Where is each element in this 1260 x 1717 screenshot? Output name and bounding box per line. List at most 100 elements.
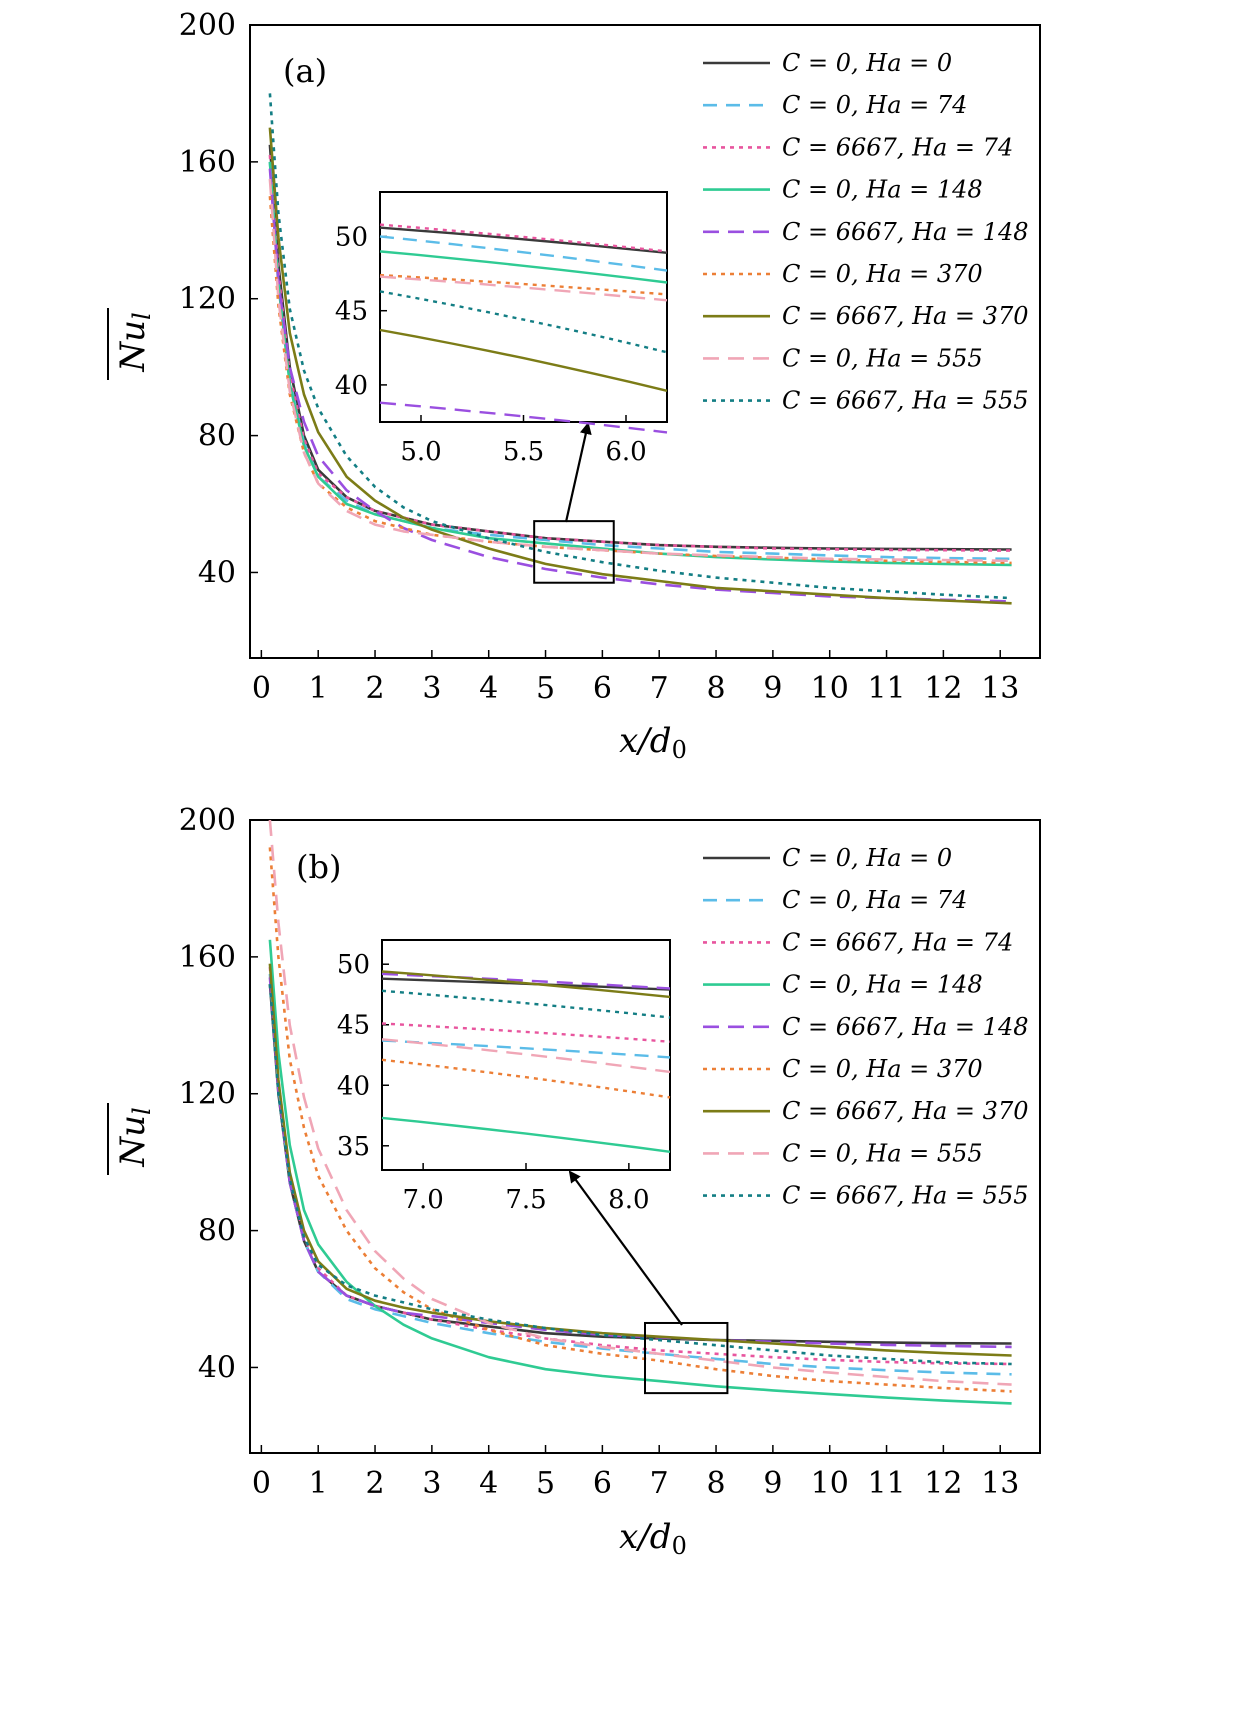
legend-entry: C = 6667, Ha = 555 <box>782 387 1028 415</box>
x-tick-label: 8 <box>706 1466 725 1501</box>
inset-x-tick-label: 6.0 <box>605 437 646 467</box>
y-tick-label: 200 <box>179 8 236 43</box>
inset: 5.0 5.5 6.0 40 45 50 <box>335 191 668 467</box>
inset-series-line <box>379 235 668 272</box>
x-tick-label: 7 <box>650 1466 669 1501</box>
x-tick-label: 3 <box>422 1466 441 1501</box>
legend-entry: C = 0, Ha = 148 <box>782 176 983 204</box>
x-tick-label: 11 <box>867 1466 905 1501</box>
legend-entry: C = 6667, Ha = 555 <box>782 1182 1028 1210</box>
x-tick-label: 10 <box>811 671 849 706</box>
x-tick-label: 11 <box>867 671 905 706</box>
legend-entry: C = 0, Ha = 0 <box>782 49 952 77</box>
x-tick-label: 4 <box>479 671 498 706</box>
x-tick-label: 8 <box>706 671 725 706</box>
inset-frame <box>379 191 668 423</box>
x-tick-label: 1 <box>309 1466 328 1501</box>
legend-entry: C = 0, Ha = 555 <box>782 344 983 372</box>
legend-entry: C = 0, Ha = 370 <box>782 260 983 288</box>
legend-entry: C = 0, Ha = 555 <box>782 1139 983 1167</box>
x-tick-label: 6 <box>593 671 612 706</box>
inset-series-line <box>381 1039 671 1059</box>
y-tick-label: 120 <box>179 282 236 317</box>
series-line <box>268 847 1012 1393</box>
y-axis-label-text: Nul <box>113 312 156 372</box>
inset-y-tick-label: 40 <box>335 371 368 401</box>
inset-series-line <box>379 226 668 254</box>
y-tick-label: 80 <box>198 419 236 454</box>
y-axis-label: Nul <box>107 308 156 380</box>
x-tick-label: 1 <box>309 671 328 706</box>
series-line <box>268 973 1012 1376</box>
inset-x-tick-label: 8.0 <box>608 1185 649 1215</box>
legend: C = 0, Ha = 0 C = 0, Ha = 74 C = 6667, Ha … <box>703 844 1028 1210</box>
inset-series-line <box>379 328 668 392</box>
inset-series-line <box>379 275 668 302</box>
x-tick-label: 10 <box>811 1466 849 1501</box>
inset-series-line <box>379 223 668 253</box>
series-line <box>268 939 1012 1405</box>
inset-series-line <box>379 250 668 284</box>
inset-series-line <box>381 1058 671 1099</box>
series-line <box>268 963 1012 1357</box>
x-tick-label: 9 <box>763 1466 782 1501</box>
series-group <box>268 820 1012 1405</box>
inset-series-line <box>379 273 668 296</box>
series-line <box>268 820 1012 1386</box>
y-tick-label: 120 <box>179 1077 236 1112</box>
legend-entry: C = 6667, Ha = 148 <box>782 218 1028 246</box>
x-tick-label: 12 <box>924 1466 962 1501</box>
series-line <box>268 154 1012 552</box>
zoom-arrow <box>564 422 592 523</box>
series-line <box>268 168 1012 603</box>
x-tick-label: 6 <box>593 1466 612 1501</box>
inset: 7.0 7.5 8.0 35 40 45 50 <box>337 939 671 1215</box>
x-axis-label: x/d0 <box>619 721 687 764</box>
x-tick-label: 2 <box>365 1466 384 1501</box>
y-axis-label: Nul <box>107 1103 156 1175</box>
zoom-arrow <box>568 1170 683 1326</box>
legend-entry: C = 0, Ha = 148 <box>782 971 983 999</box>
series-line <box>268 127 1012 605</box>
y-tick-label: 40 <box>198 1350 236 1385</box>
inset-y-tick-label: 45 <box>335 297 368 327</box>
x-tick-label: 0 <box>252 1466 271 1501</box>
inset-y-tick-label: 40 <box>337 1071 370 1101</box>
inset-series-line <box>381 1022 671 1043</box>
series-line <box>268 93 1012 600</box>
inset-series-line <box>381 1116 671 1153</box>
x-tick-label: 7 <box>650 671 669 706</box>
legend-entry: C = 0, Ha = 74 <box>782 886 967 914</box>
x-tick-label: 12 <box>924 671 962 706</box>
legend-entry: C = 6667, Ha = 74 <box>782 133 1013 161</box>
x-tick-label: 13 <box>981 1466 1019 1501</box>
legend-entry: C = 6667, Ha = 74 <box>782 928 1013 956</box>
series-group <box>268 93 1012 605</box>
panel-label: (b) <box>296 848 341 886</box>
legend-entry: C = 6667, Ha = 370 <box>782 302 1028 330</box>
x-tick-label: 0 <box>252 671 271 706</box>
x-tick-label: 2 <box>365 671 384 706</box>
panel-b: 0 1 2 3 4 5 6 7 8 9 10 11 12 134080120160200x/d0Nul(b… <box>107 803 1041 1560</box>
inset-series-line <box>379 401 668 434</box>
x-tick-label: 5 <box>536 1466 555 1501</box>
legend: C = 0, Ha = 0 C = 0, Ha = 74 C = 6667, Ha … <box>703 49 1028 415</box>
legend-entry: C = 0, Ha = 0 <box>782 844 952 872</box>
zoom-box <box>644 1321 729 1395</box>
inset-series-line <box>379 290 668 354</box>
inset-x-tick-label: 5.5 <box>503 437 544 467</box>
plot-frame <box>249 24 1041 659</box>
inset-y-tick-label: 35 <box>337 1132 370 1162</box>
x-tick-label: 13 <box>981 671 1019 706</box>
x-tick-label: 9 <box>763 671 782 706</box>
inset-y-tick-label: 50 <box>335 223 368 253</box>
legend-entry: C = 0, Ha = 370 <box>782 1055 983 1083</box>
y-tick-label: 40 <box>198 555 236 590</box>
zoom-box <box>533 520 615 584</box>
inset-series-line <box>381 989 671 1019</box>
inset-series-line <box>381 972 671 990</box>
x-tick-label: 5 <box>536 671 555 706</box>
plot-frame <box>249 819 1041 1454</box>
inset-x-tick-label: 5.0 <box>400 437 441 467</box>
